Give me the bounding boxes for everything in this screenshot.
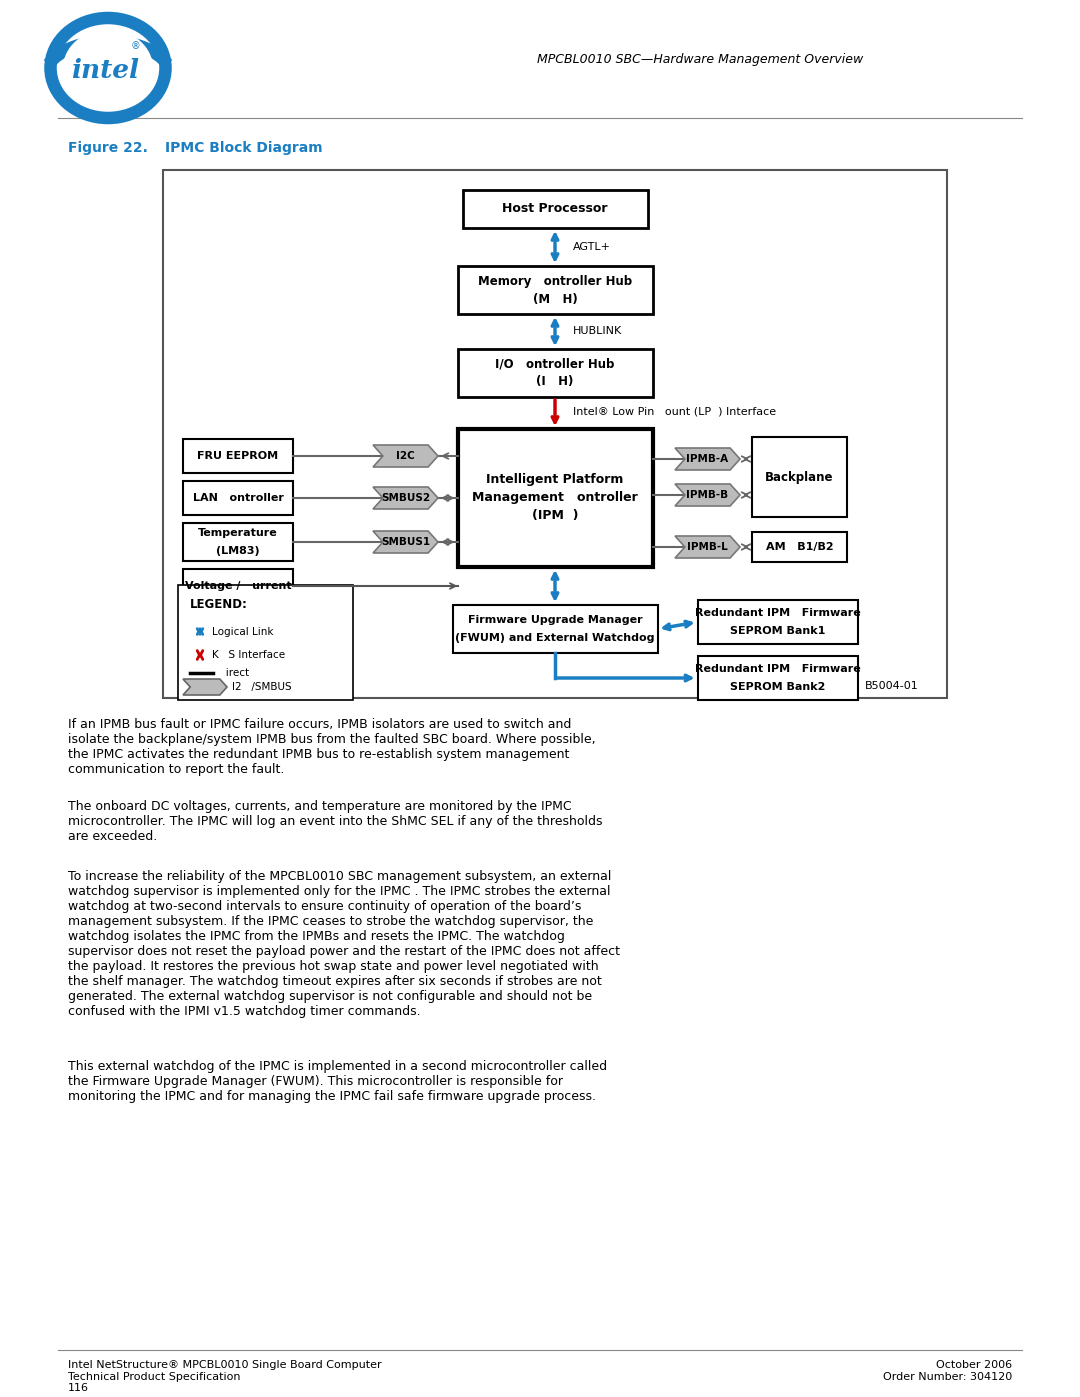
- Polygon shape: [675, 448, 740, 469]
- Bar: [462, 190, 648, 228]
- Text: To increase the reliability of the MPCBL0010 SBC management subsystem, an extern: To increase the reliability of the MPCBL…: [68, 870, 620, 1018]
- Polygon shape: [373, 488, 438, 509]
- Text: LEGEND:: LEGEND:: [190, 598, 248, 610]
- Text: Redundant IPM   Firmware: Redundant IPM Firmware: [694, 664, 861, 673]
- Text: Intel® Low Pin   ount (LP  ) Interface: Intel® Low Pin ount (LP ) Interface: [573, 407, 777, 416]
- Text: AM   B1/B2: AM B1/B2: [766, 542, 834, 552]
- Text: If an IPMB bus fault or IPMC failure occurs, IPMB isolators are used to switch a: If an IPMB bus fault or IPMC failure occ…: [68, 718, 596, 775]
- Text: K   S Interface: K S Interface: [212, 650, 285, 659]
- Text: B5004-01: B5004-01: [865, 680, 919, 692]
- Bar: [698, 599, 858, 644]
- Text: HUBLINK: HUBLINK: [573, 326, 622, 337]
- Text: Memory   ontroller Hub: Memory ontroller Hub: [478, 274, 632, 288]
- Bar: [163, 170, 947, 698]
- Text: I/O   ontroller Hub: I/O ontroller Hub: [496, 358, 615, 370]
- Text: I2   /SMBUS: I2 /SMBUS: [232, 682, 292, 692]
- Bar: [183, 522, 293, 562]
- Ellipse shape: [63, 29, 153, 106]
- Bar: [458, 349, 652, 397]
- Text: (M   H): (M H): [532, 292, 578, 306]
- Text: intel: intel: [71, 57, 139, 82]
- Text: (FWUM) and External Watchdog: (FWUM) and External Watchdog: [456, 633, 654, 643]
- Text: Host Processor: Host Processor: [502, 203, 608, 215]
- Text: AGTL+: AGTL+: [573, 242, 611, 251]
- Bar: [752, 437, 847, 517]
- Text: Logical Link: Logical Link: [212, 627, 273, 637]
- Text: Temperature: Temperature: [198, 528, 278, 538]
- Text: MPCBL0010 SBC—Hardware Management Overview: MPCBL0010 SBC—Hardware Management Overvi…: [537, 53, 863, 67]
- Text: Figure 22.: Figure 22.: [68, 141, 148, 155]
- Text: IPMB-B: IPMB-B: [687, 490, 729, 500]
- Text: (IPM  ): (IPM ): [531, 510, 578, 522]
- Text: IPMB-A: IPMB-A: [687, 454, 729, 464]
- Text: Intel NetStructure® MPCBL0010 Single Board Computer
Technical Product Specificat: Intel NetStructure® MPCBL0010 Single Boa…: [68, 1361, 381, 1393]
- Polygon shape: [373, 446, 438, 467]
- Text: Redundant IPM   Firmware: Redundant IPM Firmware: [694, 608, 861, 617]
- Bar: [453, 605, 658, 652]
- Text: Backplane: Backplane: [766, 471, 834, 483]
- Bar: [458, 265, 652, 314]
- Bar: [752, 532, 847, 562]
- Text: Intelligent Platform: Intelligent Platform: [486, 474, 623, 486]
- Text: FRU EEPROM: FRU EEPROM: [198, 451, 279, 461]
- Bar: [183, 439, 293, 474]
- Polygon shape: [183, 679, 227, 694]
- Text: Voltage /   urrent: Voltage / urrent: [185, 581, 292, 591]
- Text: ®: ®: [130, 41, 140, 52]
- Text: (I   H): (I H): [537, 376, 573, 388]
- Text: The onboard DC voltages, currents, and temperature are monitored by the IPMC
mic: The onboard DC voltages, currents, and t…: [68, 800, 603, 842]
- Polygon shape: [675, 536, 740, 557]
- Bar: [458, 429, 652, 567]
- Bar: [183, 481, 293, 515]
- Polygon shape: [675, 483, 740, 506]
- Bar: [698, 657, 858, 700]
- Bar: [178, 585, 353, 700]
- Text: (LM83): (LM83): [216, 546, 260, 556]
- Text: IPMC Block Diagram: IPMC Block Diagram: [165, 141, 323, 155]
- Text: IPMB-L: IPMB-L: [687, 542, 728, 552]
- Text: October 2006
Order Number: 304120: October 2006 Order Number: 304120: [882, 1361, 1012, 1382]
- Text: SEPROM Bank2: SEPROM Bank2: [730, 682, 825, 692]
- Text: SMBUS1: SMBUS1: [381, 536, 430, 548]
- Text: SMBUS2: SMBUS2: [381, 493, 430, 503]
- Text: Management   ontroller: Management ontroller: [472, 492, 638, 504]
- Text: Firmware Upgrade Manager: Firmware Upgrade Manager: [468, 615, 643, 624]
- Text: This external watchdog of the IPMC is implemented in a second microcontroller ca: This external watchdog of the IPMC is im…: [68, 1060, 607, 1104]
- Text: LAN   ontroller: LAN ontroller: [192, 493, 283, 503]
- Polygon shape: [373, 531, 438, 553]
- Text: I2C: I2C: [396, 451, 415, 461]
- Text: SEPROM Bank1: SEPROM Bank1: [730, 626, 825, 636]
- Text: irect: irect: [216, 668, 249, 678]
- Bar: [183, 569, 293, 604]
